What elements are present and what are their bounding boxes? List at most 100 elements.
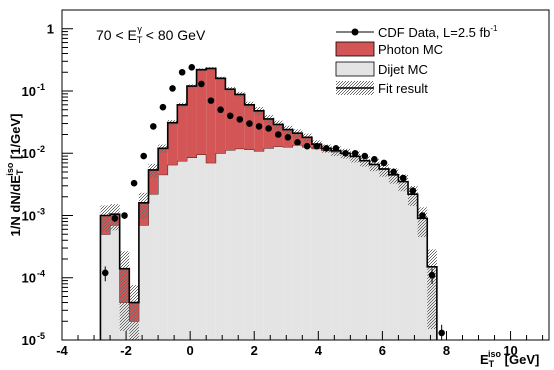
- data-point: [178, 68, 186, 76]
- photon-bin: [196, 69, 207, 155]
- data-point: [313, 142, 321, 150]
- data-point: [284, 134, 292, 141]
- x-axis-label-sub: T: [489, 359, 495, 369]
- dijet-bin: [417, 218, 428, 340]
- annotation-suffix: < 80 GeV: [142, 27, 206, 43]
- legend-dijet-label: Dijet MC: [378, 62, 428, 77]
- data-point: [150, 123, 157, 130]
- x-tick-label: -4: [56, 343, 68, 358]
- fit-band-bin: [100, 205, 111, 232]
- data-point: [390, 168, 397, 176]
- dijet-bin: [292, 145, 303, 340]
- photon-bin: [302, 137, 312, 148]
- data-point: [198, 80, 205, 88]
- fit-band-bin: [148, 163, 159, 178]
- y-tick-exponent: -3: [37, 206, 45, 216]
- fit-band-bin: [379, 162, 389, 177]
- y-tick-exponent: -2: [37, 144, 45, 154]
- legend-dijet-swatch: [335, 61, 375, 77]
- y-axis-ticks: 110-110-210-310-410-5: [22, 9, 73, 348]
- y-axis-label-main: 1/N dN/dE: [8, 175, 23, 237]
- fit-band-bin: [388, 168, 399, 184]
- x-axis-label-unit: [GeV]: [501, 352, 539, 367]
- fit-band-bin: [398, 174, 409, 192]
- photon-bin: [225, 89, 236, 151]
- data-point: [342, 149, 349, 157]
- dijet-bin: [235, 148, 245, 340]
- data-point: [207, 97, 215, 104]
- plot-area: [99, 64, 445, 340]
- y-tick-label: 10: [22, 333, 36, 348]
- y-axis-label-sub: T: [15, 169, 25, 175]
- x-tick-label: 10: [503, 343, 517, 358]
- fit-band-bin: [119, 251, 130, 331]
- dijet-bin: [196, 154, 207, 340]
- data-point: [361, 152, 369, 160]
- x-axis-label-sup: iso: [488, 349, 502, 359]
- photon-bin: [263, 118, 274, 149]
- dijet-bin: [331, 151, 341, 340]
- dijet-bin: [388, 174, 399, 340]
- fit-result-line: [99, 67, 438, 340]
- data-point: [236, 116, 244, 123]
- dijet-bin: [359, 161, 370, 340]
- legend: CDF Data, L=2.5 fb-1 Photon MC Dijet MC …: [335, 24, 498, 96]
- annotation-sub: T: [137, 35, 143, 45]
- data-point: [217, 106, 224, 114]
- dijet-bin: [158, 174, 168, 340]
- fit-band-bin: [427, 249, 437, 330]
- data-point: [265, 125, 272, 132]
- y-tick-label: 10: [22, 271, 36, 286]
- y-tick-exponent: -1: [37, 82, 45, 92]
- dijet-bin: [263, 148, 274, 340]
- dijet-mc-histogram: [100, 144, 438, 340]
- data-point: [188, 64, 196, 71]
- fit-band-bin: [138, 192, 149, 219]
- legend-fit-label: Fit result: [378, 81, 428, 96]
- legend-data-marker: [351, 28, 359, 36]
- photon-bin: [167, 122, 178, 165]
- data-point: [130, 179, 138, 187]
- y-axis-label-unit: [1/GeV]: [8, 114, 23, 163]
- photon-bin: [215, 78, 226, 154]
- photon-bin: [186, 86, 197, 158]
- photon-bin: [206, 68, 216, 163]
- kinematic-range-annotation: 70 < ETγ < 80 GeV: [96, 24, 206, 45]
- dijet-bin: [148, 194, 159, 340]
- data-point: [140, 152, 148, 160]
- dijet-bin: [379, 169, 389, 340]
- data-point: [419, 212, 426, 219]
- dijet-bin: [225, 150, 236, 340]
- data-point: [101, 269, 109, 277]
- annotation-prefix: 70 < E: [96, 27, 137, 43]
- dijet-bin: [273, 146, 284, 340]
- data-point: [169, 85, 176, 92]
- data-point: [246, 120, 253, 127]
- fit-band-bin: [417, 207, 428, 238]
- x-tick-label: 8: [443, 343, 450, 358]
- data-point: [351, 149, 359, 157]
- x-axis-label: ETiso [GeV]: [480, 349, 539, 369]
- fit-result-outline: [99, 67, 438, 340]
- data-point: [380, 159, 388, 167]
- data-point: [159, 103, 167, 111]
- annotation-sup: γ: [137, 24, 142, 34]
- y-tick-exponent: -5: [37, 331, 45, 341]
- data-point: [409, 187, 417, 195]
- x-tick-label: 2: [251, 343, 258, 358]
- data-point: [303, 142, 311, 150]
- dijet-bin: [408, 194, 418, 340]
- dijet-bin: [206, 162, 216, 340]
- y-axis-label: 1/N dN/dETiso [1/GeV]: [5, 114, 25, 237]
- x-axis-ticks: -4 -2 0 2 4 6 8 10: [56, 331, 544, 358]
- data-point: [371, 155, 378, 163]
- data-point: [255, 123, 263, 130]
- legend-data-label-sup: -1: [490, 24, 498, 33]
- x-tick-label: 4: [315, 343, 323, 358]
- fit-band-bin: [408, 186, 418, 206]
- data-point: [226, 112, 234, 120]
- y-tick-label: 10: [22, 208, 36, 223]
- photon-bin: [158, 148, 168, 175]
- x-tick-label: -2: [120, 343, 132, 358]
